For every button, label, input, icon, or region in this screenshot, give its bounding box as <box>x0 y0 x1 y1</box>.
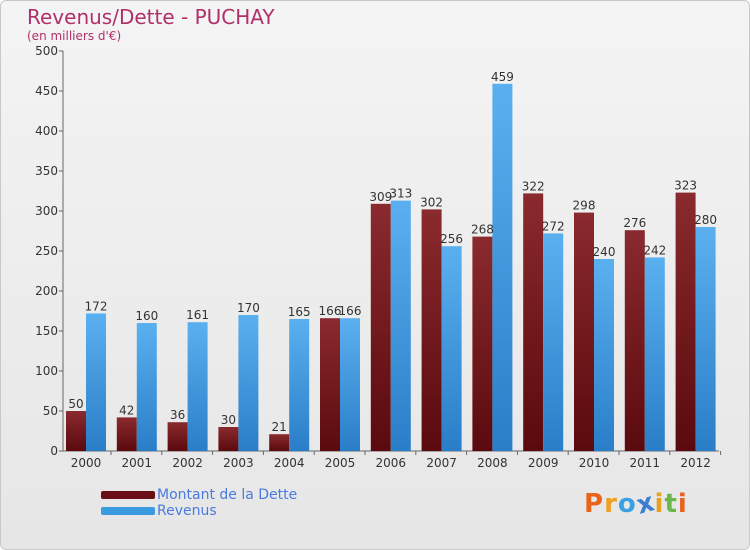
chart-title: Revenus/Dette - PUCHAY <box>27 5 275 29</box>
data-label: 42 <box>119 403 134 417</box>
data-label: 323 <box>674 179 697 193</box>
bar-revenus <box>390 200 411 451</box>
y-tick-label: 150 <box>35 324 58 338</box>
legend-label-dette: Montant de la Dette <box>157 487 298 503</box>
x-tick-label: 2011 <box>630 456 661 470</box>
bar-dette <box>269 434 290 451</box>
data-label: 166 <box>319 304 342 318</box>
chart-subtitle: (en milliers d'€) <box>27 29 122 43</box>
logo-letter: i <box>654 489 665 519</box>
y-tick-label: 500 <box>35 44 58 58</box>
bar-revenus <box>543 233 564 451</box>
data-label: 166 <box>339 304 362 318</box>
data-label: 170 <box>237 301 260 315</box>
bar-revenus <box>441 246 462 451</box>
bar-revenus <box>594 259 614 451</box>
logo-letter: t <box>664 489 678 519</box>
x-tick-label: 2012 <box>680 456 711 470</box>
x-tick-label: 2003 <box>223 456 254 470</box>
bar-dette <box>421 209 442 451</box>
bar-revenus <box>644 257 665 451</box>
x-tick-label: 2008 <box>477 456 508 470</box>
data-label: 313 <box>389 187 412 201</box>
y-tick-label: 350 <box>35 164 58 178</box>
data-label: 256 <box>440 232 463 246</box>
bar-revenus <box>187 322 208 451</box>
data-label: 276 <box>623 216 646 230</box>
x-tick-label: 2009 <box>528 456 559 470</box>
y-tick-label: 50 <box>43 404 58 418</box>
bar-dette <box>320 318 340 451</box>
data-label: 30 <box>221 413 236 427</box>
bar-revenus <box>238 315 259 451</box>
data-label: 242 <box>643 243 666 257</box>
legend-swatch-revenus <box>101 507 155 515</box>
data-label: 459 <box>491 70 514 84</box>
legend-label-revenus: Revenus <box>157 503 217 519</box>
data-label: 322 <box>522 179 545 193</box>
x-tick-label: 2005 <box>325 456 356 470</box>
data-label: 302 <box>420 195 443 209</box>
data-label: 272 <box>542 219 565 233</box>
bar-revenus <box>340 318 360 451</box>
bar-dette <box>66 411 86 451</box>
x-tick-label: 2000 <box>71 456 102 470</box>
data-label: 240 <box>593 245 616 259</box>
bar-revenus <box>492 83 513 452</box>
logo-letter: o <box>617 489 637 519</box>
bar-dette <box>624 230 645 451</box>
bar-dette <box>675 192 696 451</box>
data-label: 160 <box>135 309 158 323</box>
bar-revenus <box>695 227 716 451</box>
data-label: 280 <box>694 213 717 227</box>
x-tick-label: 2001 <box>122 456 153 470</box>
y-tick-label: 400 <box>35 124 58 138</box>
data-label: 268 <box>471 223 494 237</box>
data-label: 165 <box>288 305 311 319</box>
y-tick-label: 450 <box>35 84 58 98</box>
x-tick-label: 2004 <box>274 456 305 470</box>
x-tick-label: 2002 <box>172 456 203 470</box>
data-label: 161 <box>186 308 209 322</box>
bar-dette <box>116 417 137 451</box>
bar-dette <box>370 203 391 451</box>
bar-dette <box>218 427 239 451</box>
data-label: 50 <box>68 397 83 411</box>
legend-item-dette: Montant de la Dette <box>101 487 297 503</box>
y-tick-label: 250 <box>35 244 58 258</box>
logo-letter: r <box>604 489 618 519</box>
data-label: 36 <box>170 408 185 422</box>
bar-dette <box>574 212 594 451</box>
y-tick-label: 200 <box>35 284 58 298</box>
data-label: 172 <box>85 299 108 313</box>
bar-dette <box>523 193 544 451</box>
y-tick-label: 100 <box>35 364 58 378</box>
x-tick-label: 2006 <box>376 456 407 470</box>
logo-letter: i <box>677 489 688 519</box>
y-tick-label: 300 <box>35 204 58 218</box>
legend-item-revenus: Revenus <box>101 503 297 519</box>
x-tick-label: 2010 <box>579 456 610 470</box>
bar-dette <box>167 422 188 451</box>
proxiti-logo: Proxiti <box>584 487 688 521</box>
bar-revenus <box>86 313 106 451</box>
bar-dette <box>472 236 493 451</box>
bar-revenus <box>289 319 310 451</box>
legend: Montant de la Dette Revenus <box>101 487 297 519</box>
logo-letter: P <box>584 489 605 519</box>
legend-swatch-dette <box>101 491 155 499</box>
y-tick-label: 0 <box>50 444 58 458</box>
bar-revenus <box>136 323 157 451</box>
data-label: 298 <box>573 199 596 213</box>
x-tick-label: 2007 <box>426 456 457 470</box>
data-label: 21 <box>272 420 287 434</box>
data-label: 309 <box>369 190 392 204</box>
